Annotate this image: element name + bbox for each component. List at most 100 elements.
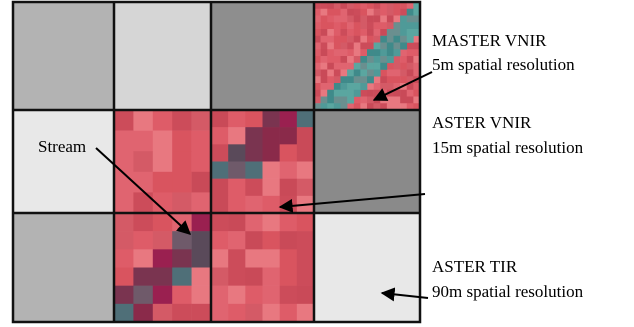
pixel	[133, 151, 153, 172]
pixel	[245, 213, 262, 231]
pixel	[334, 83, 341, 90]
pixel	[153, 286, 173, 304]
pixel	[400, 63, 407, 70]
pixel	[367, 97, 374, 104]
pixel	[407, 43, 414, 50]
pixel	[334, 43, 341, 50]
pixel	[297, 249, 314, 267]
pixel	[114, 110, 134, 131]
pixel	[347, 16, 354, 23]
pixel	[380, 83, 387, 90]
pixel	[360, 76, 367, 83]
pixel	[228, 268, 245, 286]
pixel	[334, 70, 341, 77]
pixel	[153, 231, 173, 249]
label-title: ASTER VNIR	[432, 113, 532, 132]
tir-cell	[13, 110, 114, 213]
pixel	[321, 49, 328, 56]
pixel	[321, 97, 328, 104]
tir-cell	[314, 213, 420, 322]
pixel	[400, 9, 407, 16]
pixel	[394, 63, 401, 70]
pixel	[374, 22, 381, 29]
pixel	[263, 127, 280, 144]
pixel	[228, 127, 245, 144]
pixel	[211, 213, 228, 231]
pixel	[367, 76, 374, 83]
pixel	[367, 63, 374, 70]
pixel	[133, 286, 153, 304]
pixel	[354, 90, 361, 97]
pixel	[347, 9, 354, 16]
pixel	[172, 249, 192, 267]
pixel	[263, 196, 280, 213]
pixel	[327, 83, 334, 90]
pixel	[263, 110, 280, 127]
pixel	[192, 286, 212, 304]
pixel	[133, 231, 153, 249]
pixel	[394, 29, 401, 36]
pixel	[394, 22, 401, 29]
pixel	[354, 97, 361, 104]
label-resolution: 15m spatial resolution	[432, 138, 584, 157]
pixel	[341, 70, 348, 77]
pixel	[354, 36, 361, 43]
pixel	[354, 63, 361, 70]
pixel	[341, 9, 348, 16]
pixel	[407, 29, 414, 36]
pixel	[360, 22, 367, 29]
pixel	[114, 268, 134, 286]
label-title: MASTER VNIR	[432, 31, 547, 50]
pixel	[347, 29, 354, 36]
pixel	[114, 131, 134, 152]
pixel	[387, 49, 394, 56]
pixel	[367, 43, 374, 50]
pixel	[341, 49, 348, 56]
tir-cell	[13, 2, 114, 110]
pixel	[354, 49, 361, 56]
pixel	[228, 179, 245, 196]
pixel	[133, 110, 153, 131]
pixel	[321, 29, 328, 36]
label-title: ASTER TIR	[432, 257, 518, 276]
pixel	[327, 49, 334, 56]
pixel	[263, 286, 280, 304]
pixel	[114, 192, 134, 213]
pixel	[297, 162, 314, 179]
pixel	[407, 49, 414, 56]
pixel	[334, 97, 341, 104]
pixel	[380, 70, 387, 77]
pixel	[228, 144, 245, 161]
pixel	[211, 231, 228, 249]
pixel	[374, 56, 381, 63]
pixel	[321, 9, 328, 16]
pixel	[228, 286, 245, 304]
pixel	[153, 131, 173, 152]
pixel	[245, 286, 262, 304]
pixel	[280, 196, 297, 213]
stream-label: Stream	[38, 137, 86, 156]
pixel	[360, 90, 367, 97]
pixel	[400, 56, 407, 63]
pixel	[327, 56, 334, 63]
pixel	[407, 56, 414, 63]
pixel	[367, 83, 374, 90]
pixel	[211, 110, 228, 127]
pixel	[228, 196, 245, 213]
pixel	[407, 70, 414, 77]
pixel	[263, 231, 280, 249]
pixel	[367, 22, 374, 29]
pixel	[245, 162, 262, 179]
pixel	[380, 49, 387, 56]
pixel	[341, 97, 348, 104]
pixel	[297, 110, 314, 127]
pixel	[374, 76, 381, 83]
pixel	[407, 22, 414, 29]
pixel	[114, 286, 134, 304]
pixel	[211, 268, 228, 286]
pixel	[374, 9, 381, 16]
pixel	[192, 131, 212, 152]
pixel	[367, 16, 374, 23]
pixel	[280, 127, 297, 144]
pixel	[327, 9, 334, 16]
